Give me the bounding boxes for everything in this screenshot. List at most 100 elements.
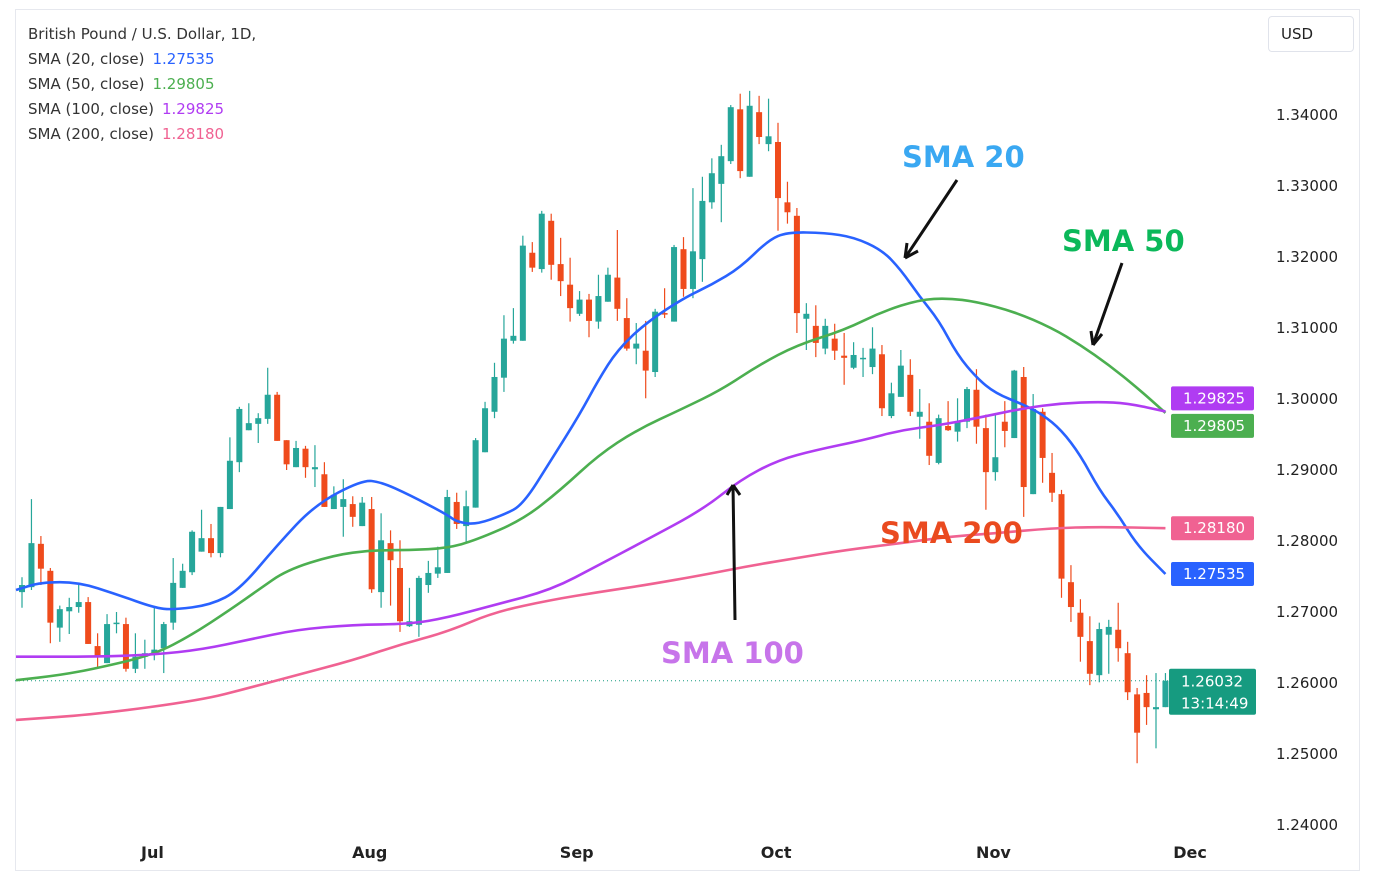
legend-item-sma50[interactable]: SMA (50, close) 1.29805 [28, 75, 215, 93]
candle-down [47, 567, 54, 644]
candle-body [302, 448, 309, 468]
candle-body [444, 496, 451, 573]
candle-up [500, 315, 507, 392]
price-label-bg [1171, 516, 1254, 541]
candle-body [255, 418, 262, 424]
candle-body [548, 220, 555, 265]
candle-body [425, 572, 432, 586]
candle-down [1143, 675, 1150, 725]
price-axis[interactable]: 1.34000 1.33000 1.32000 1.31000 1.30000 1.290… [1276, 106, 1338, 834]
legend-item-sma100[interactable]: SMA (100, close) 1.29825 [28, 100, 225, 118]
price-label: 1.27535 [1183, 565, 1245, 583]
candle-down [680, 237, 687, 297]
last-price-label-bg [1169, 668, 1256, 715]
candle-up [510, 308, 517, 344]
candle-down [274, 391, 281, 441]
candle-up [869, 327, 876, 375]
candle-up [198, 509, 205, 552]
candle-down [878, 345, 885, 417]
candle-up [746, 90, 753, 177]
candle-up [1162, 673, 1169, 708]
price-tick-label: 1.29000 [1276, 461, 1338, 479]
arrow-sma20 [903, 179, 959, 260]
time-tick-label: Jul [140, 843, 164, 862]
chart-legend: British Pound / U.S. Dollar, 1D, SMA (20… [20, 18, 265, 151]
candle-up [860, 347, 867, 377]
candle-up [633, 323, 640, 365]
candle-body [236, 408, 243, 463]
candle-body [756, 112, 763, 138]
candle-body [28, 543, 35, 588]
sma100-line [16, 400, 1166, 659]
candle-down [368, 496, 375, 593]
annotation-sma100: SMA 100 [661, 636, 804, 670]
candle-body [765, 136, 772, 145]
candle-body [1001, 421, 1008, 431]
time-tick-label: Sep [560, 843, 594, 862]
candle-body [784, 202, 791, 213]
candle-down [548, 213, 555, 280]
legend-item-sma200[interactable]: SMA (200, close) 1.28180 [28, 125, 225, 143]
sma200-line [15, 525, 1166, 722]
candle-up [727, 105, 734, 164]
time-tick-label: Dec [1173, 843, 1207, 862]
candle-up [964, 386, 970, 429]
candle-up [604, 267, 611, 302]
candle-body [604, 274, 611, 302]
time-axis[interactable]: Jul Aug Sep Oct Nov Dec [140, 843, 1207, 862]
price-tick-label: 1.28000 [1276, 532, 1338, 550]
time-tick-label: Oct [761, 843, 792, 862]
last-price-label: 1.26032 [1181, 673, 1243, 691]
candle-down [302, 445, 309, 478]
candle-up [434, 546, 441, 578]
candle-body [1086, 641, 1093, 674]
candle-body [179, 570, 186, 588]
price-label: 1.29805 [1183, 417, 1245, 435]
candle-body [510, 335, 517, 341]
price-label-bg [1171, 562, 1254, 587]
candle-body [529, 252, 536, 268]
time-tick-label: Nov [976, 843, 1011, 862]
candle-body [614, 277, 621, 309]
candle-up [444, 489, 451, 573]
candle-body [831, 338, 838, 351]
candle-down [945, 401, 952, 431]
candle-body [189, 531, 196, 573]
candle-down [1049, 452, 1056, 502]
candle-body [340, 499, 347, 507]
candle-down [661, 288, 668, 319]
candle-up [66, 597, 73, 635]
candle-body [94, 646, 101, 657]
candle-up [576, 291, 583, 316]
candle-down [1086, 616, 1093, 686]
sma-lines [15, 231, 1167, 722]
candle-body [387, 543, 394, 561]
price-label-bg [1171, 386, 1254, 411]
candle-down [1124, 641, 1131, 701]
price-label: 1.28180 [1183, 519, 1245, 537]
candle-body [415, 577, 422, 625]
candle-body [113, 622, 120, 625]
candle-body [1067, 582, 1074, 608]
candle-body [954, 421, 961, 432]
countdown-label: 13:14:49 [1181, 695, 1248, 713]
annotation-sma20: SMA 20 [902, 140, 1025, 174]
candle-up [425, 560, 432, 593]
annotation-sma200: SMA 200 [880, 516, 1023, 550]
candle-body [283, 440, 290, 465]
candle-down [775, 122, 781, 231]
arrow-sma100 [725, 484, 742, 621]
candle-body [992, 457, 999, 473]
legend-item-sma20[interactable]: SMA (20, close) 1.27535 [28, 50, 215, 68]
candle-down [1134, 687, 1141, 764]
candle-body [926, 421, 933, 456]
currency-button[interactable]: USD [1268, 16, 1354, 52]
candle-up [245, 403, 252, 431]
candle-down [1115, 602, 1122, 662]
candle-body [1049, 472, 1056, 493]
price-tick-label: 1.34000 [1276, 106, 1338, 124]
price-label-bg [1171, 413, 1254, 438]
candle-body [935, 418, 942, 463]
candle-body [1020, 376, 1027, 488]
